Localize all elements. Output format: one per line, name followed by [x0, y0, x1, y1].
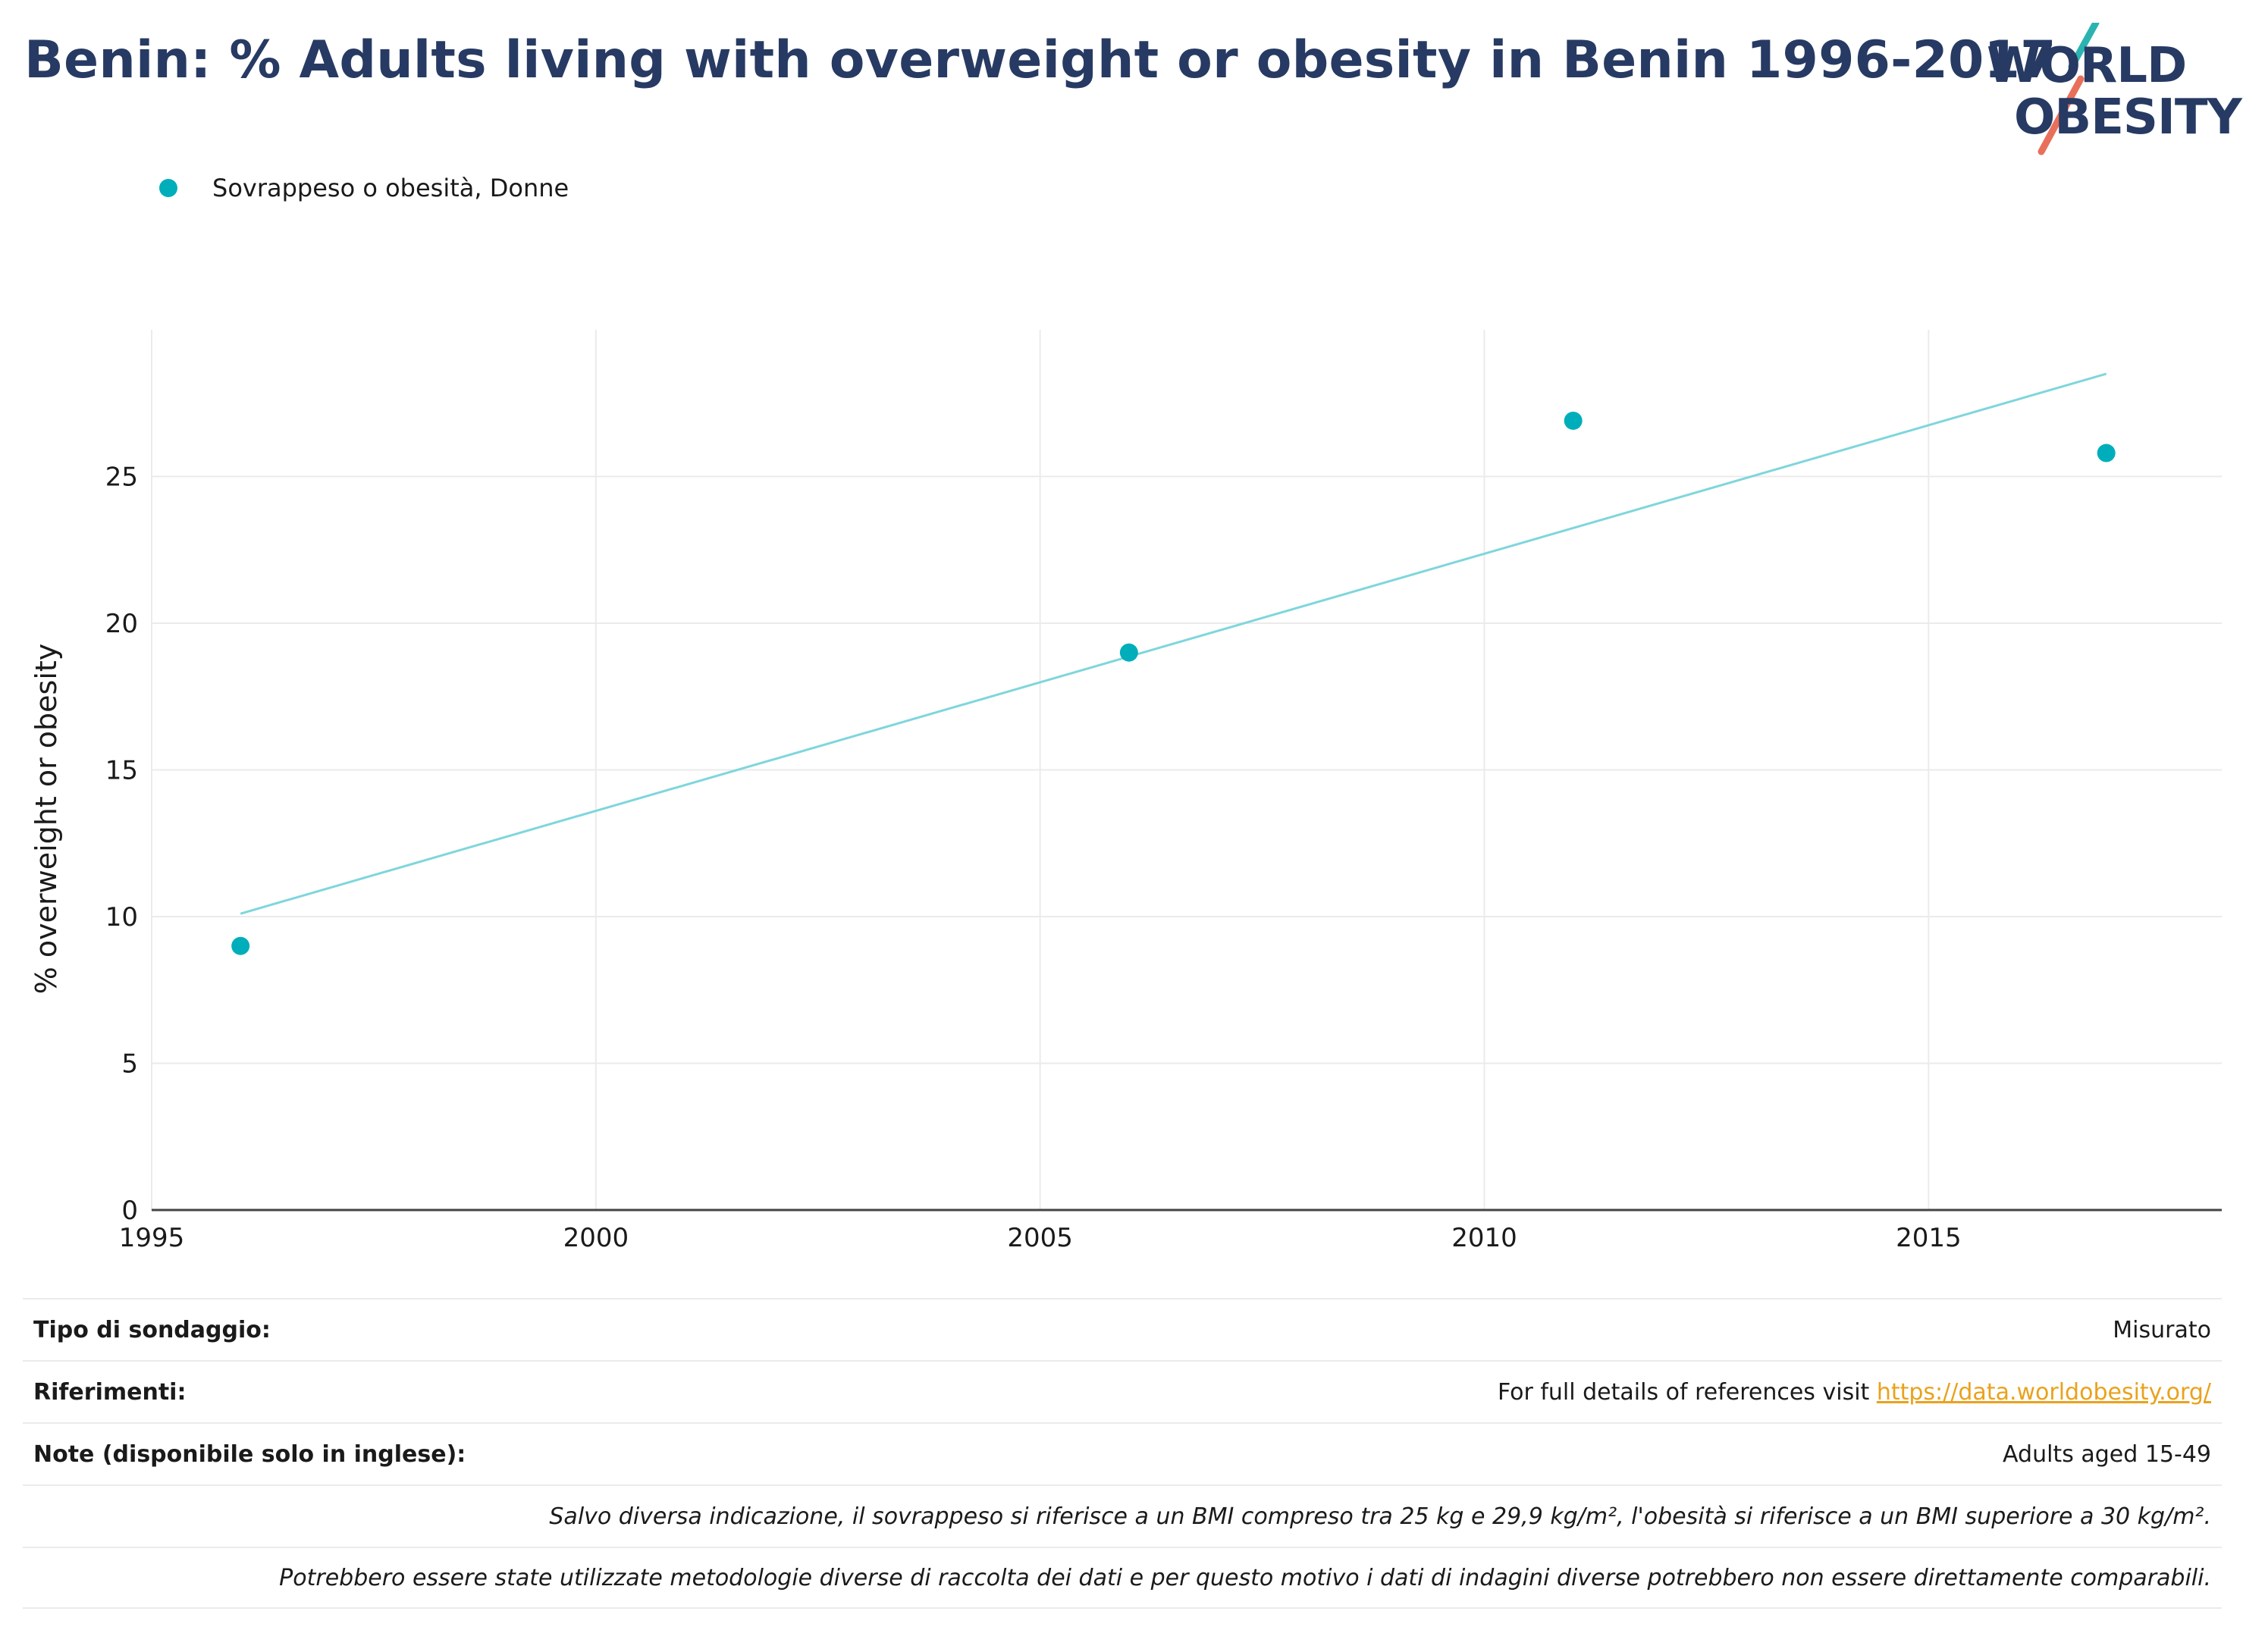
- notes-value: Adults aged 15-49: [2003, 1440, 2211, 1468]
- trend-line: [240, 372, 2107, 915]
- world-obesity-logo: WORLD OBESITY: [1987, 23, 2242, 159]
- data-point-1996: [231, 936, 250, 955]
- data-point-2006: [1119, 643, 1138, 662]
- y-axis-title: % overweight or obesity: [30, 644, 63, 995]
- data-point-2017: [2097, 444, 2116, 462]
- logo-word-obesity: OBESITY: [2014, 89, 2242, 146]
- y-tick-label-0: 0: [121, 1196, 138, 1226]
- logo-word-world: WORLD: [1987, 38, 2187, 94]
- x-tick-label-2000: 2000: [563, 1223, 629, 1253]
- y-tick-labels: 0 5 10 15 20 25: [105, 462, 138, 1227]
- footer-row-references: Riferimenti: For full details of referen…: [23, 1360, 2222, 1422]
- y-tick-label-25: 25: [105, 462, 138, 493]
- trend-line-group: [240, 372, 2107, 915]
- survey-type-value: Misurato: [2113, 1316, 2211, 1343]
- references-link[interactable]: https://data.worldobesity.org/: [1876, 1378, 2211, 1406]
- footer-row-survey-type: Tipo di sondaggio: Misurato: [23, 1298, 2222, 1360]
- x-tick-label-2010: 2010: [1451, 1223, 1517, 1253]
- references-label: Riferimenti:: [33, 1378, 187, 1406]
- y-tick-label-5: 5: [121, 1049, 138, 1080]
- scatter-chart: 1995 2000 2005 2010 2015 0 5 10 15 20 25 % overwe…: [30, 330, 2222, 1253]
- footer-note-methodology: Potrebbero essere state utilizzate metod…: [23, 1547, 2222, 1609]
- references-prefix: For full details of references visit: [1497, 1378, 1877, 1406]
- logo-slash-icon: [2038, 23, 2100, 155]
- y-tick-label-15: 15: [105, 756, 138, 786]
- data-point-2011: [1564, 411, 1583, 430]
- legend-marker: [159, 179, 177, 197]
- legend: Sovrappeso o obesità, Donne: [159, 173, 569, 203]
- footer-note-bmi: Salvo diversa indicazione, il sovrappeso…: [23, 1484, 2222, 1547]
- footer-row-notes: Note (disponibile solo in inglese): Adul…: [23, 1422, 2222, 1484]
- legend-label: Sovrappeso o obesità, Donne: [212, 174, 569, 202]
- page-title: Benin: % Adults living with overweight o…: [24, 30, 2056, 90]
- y-tick-label-20: 20: [105, 609, 138, 639]
- x-tick-label-1995: 1995: [119, 1223, 185, 1253]
- bmi-definition-note: Salvo diversa indicazione, il sovrappeso…: [549, 1503, 2211, 1530]
- x-tick-label-2015: 2015: [1896, 1223, 1962, 1253]
- survey-type-label: Tipo di sondaggio:: [33, 1316, 271, 1343]
- x-tick-labels: 1995 2000 2005 2010 2015: [119, 1223, 1962, 1253]
- grid-lines: [151, 330, 2222, 1212]
- footer-table: Tipo di sondaggio: Misurato Riferimenti:…: [23, 1298, 2222, 1609]
- methodology-note: Potrebbero essere state utilizzate metod…: [279, 1564, 2211, 1591]
- notes-label: Note (disponibile solo in inglese):: [33, 1440, 466, 1468]
- y-tick-label-10: 10: [105, 902, 138, 933]
- references-value: For full details of references visit htt…: [1498, 1379, 2211, 1406]
- data-points: [231, 411, 2116, 955]
- x-tick-label-2005: 2005: [1007, 1223, 1073, 1253]
